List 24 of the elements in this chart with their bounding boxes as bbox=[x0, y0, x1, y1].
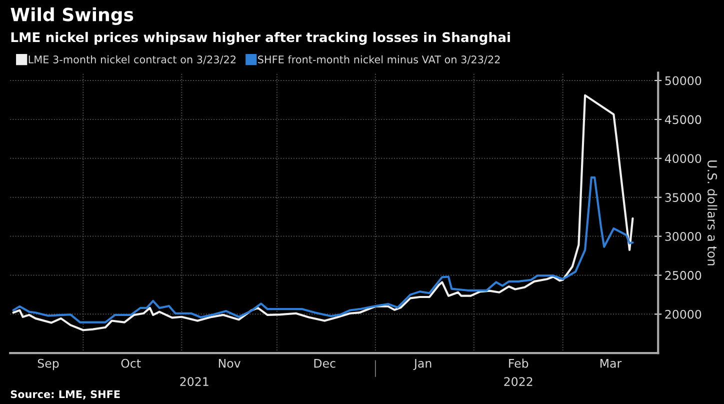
legend-label: SHFE front-month nickel minus VAT on 3/23/22 bbox=[258, 55, 500, 64]
x-tick-label: Dec bbox=[314, 359, 336, 368]
y-tick-label: 25000 bbox=[665, 270, 702, 280]
y-tick-label: 20000 bbox=[665, 310, 702, 319]
y-axis-title: U.S. dollars a ton bbox=[708, 160, 718, 266]
x-tick-label: Mar bbox=[600, 359, 622, 368]
y-tick-label: 35000 bbox=[665, 193, 702, 202]
x-tick-label: Feb bbox=[509, 358, 528, 368]
chart-subtitle: LME nickel prices whipsaw higher after tracking losses in Shanghai bbox=[11, 32, 510, 45]
x-tick-label: Oct bbox=[121, 358, 141, 368]
legend-label: LME 3-month nickel contract on 3/23/22 bbox=[28, 55, 236, 64]
y-tick-label: 50000 bbox=[665, 76, 702, 86]
source-note: Source: LME, SHFE bbox=[10, 390, 120, 400]
x-tick-label: Sep bbox=[38, 358, 59, 370]
y-tick-label: 45000 bbox=[664, 115, 702, 124]
x2-tick-label: 2021 bbox=[180, 377, 208, 386]
line-series bbox=[12, 94, 634, 332]
y-tick-label: 30000 bbox=[665, 232, 702, 241]
x-tick-label: Nov bbox=[218, 359, 240, 368]
x2-tick-label: 2022 bbox=[504, 377, 532, 386]
chart-title: Wild Swings bbox=[10, 7, 134, 25]
line-series bbox=[12, 176, 634, 324]
x-tick-label: Jan bbox=[413, 359, 432, 370]
y-tick-label: 40000 bbox=[664, 154, 702, 164]
